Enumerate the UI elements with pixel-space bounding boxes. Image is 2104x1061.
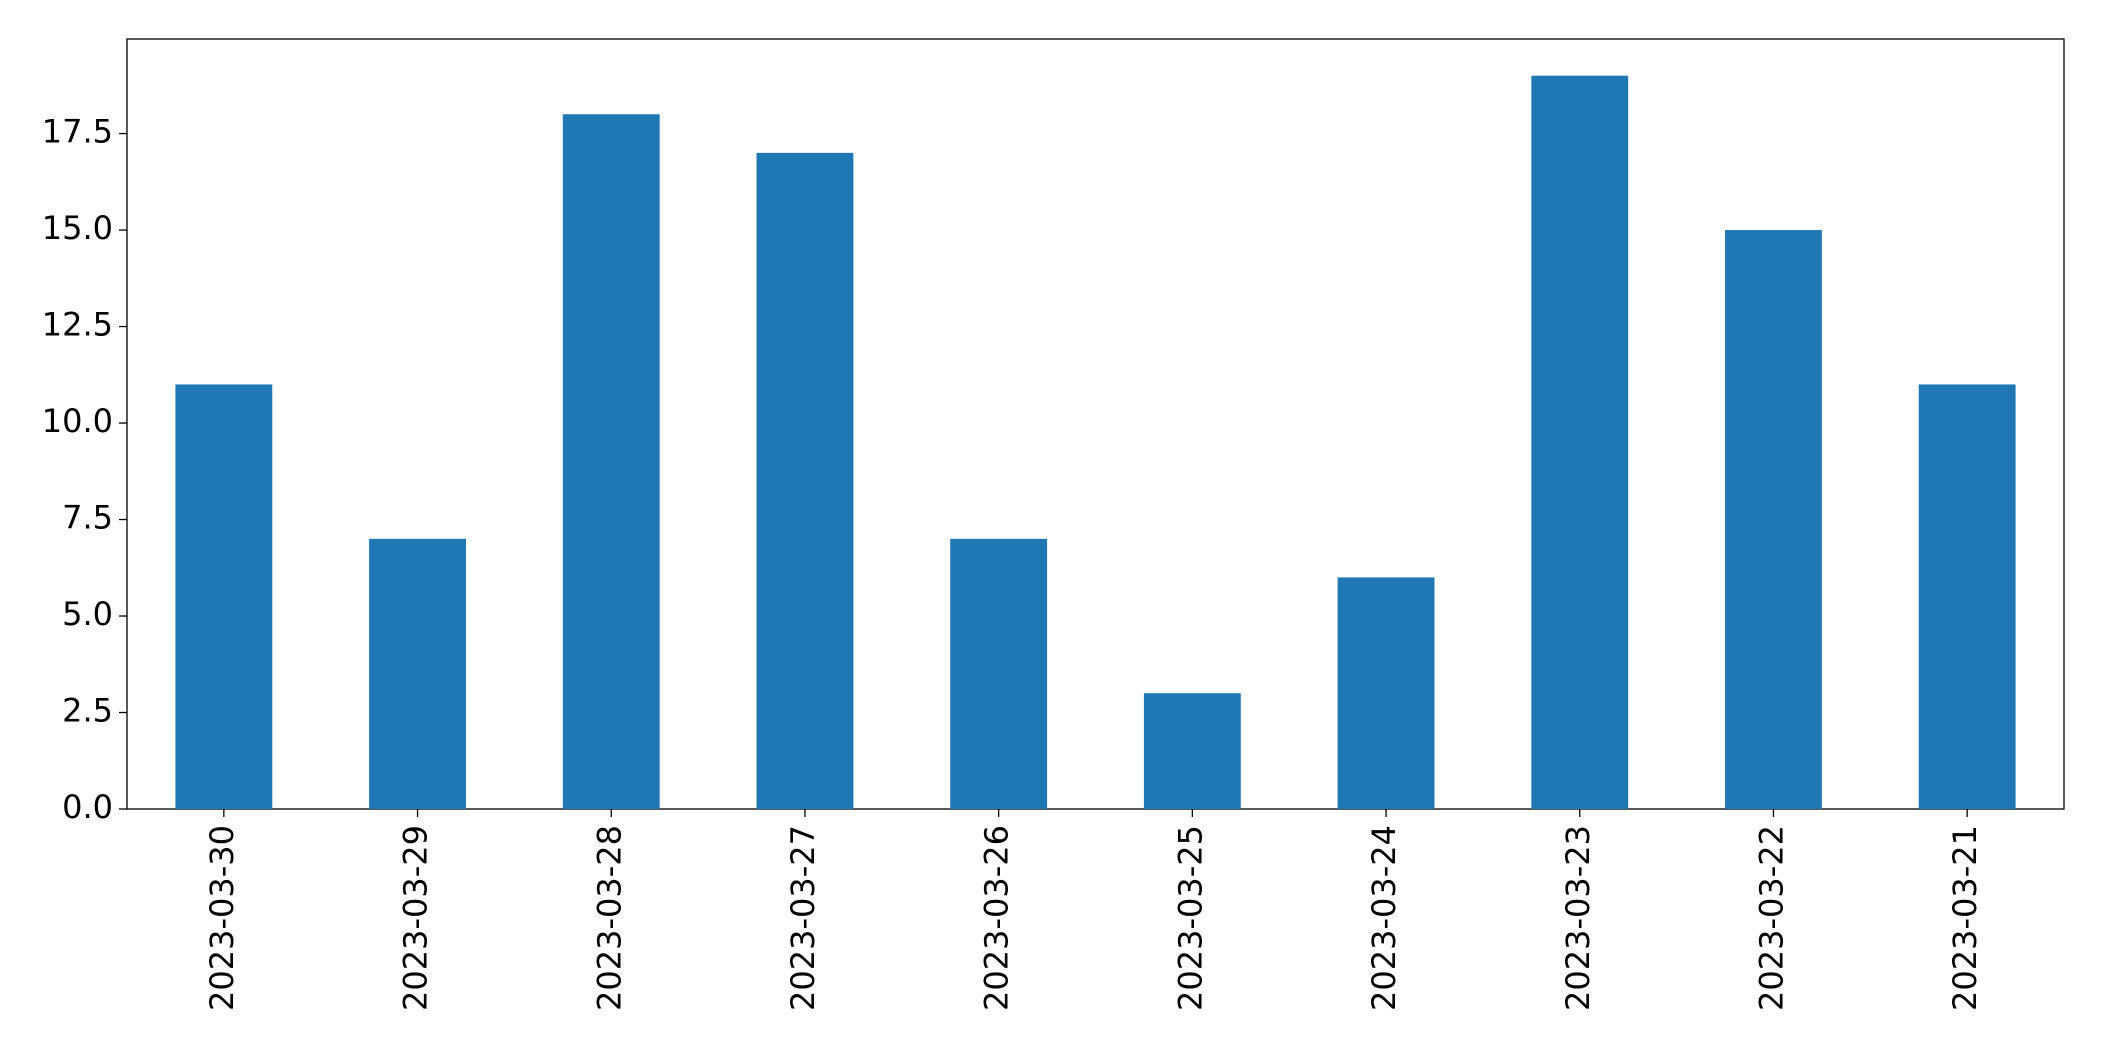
y-tick-label: 15.0 <box>42 209 113 247</box>
bar <box>1143 693 1241 809</box>
y-tick-label: 17.5 <box>42 113 113 151</box>
x-tick-label: 2023-03-22 <box>1752 825 1790 1011</box>
y-tick-label: 2.5 <box>62 692 113 730</box>
bar <box>562 114 660 809</box>
x-tick-label: 2023-03-24 <box>1365 825 1403 1011</box>
bar <box>1531 75 1629 809</box>
x-tick-label: 2023-03-21 <box>1946 825 1984 1011</box>
y-tick-label: 0.0 <box>62 788 113 826</box>
bar <box>369 538 466 809</box>
x-tick-label: 2023-03-28 <box>590 825 628 1011</box>
x-tick-label: 2023-03-25 <box>1171 825 1209 1011</box>
y-tick-label: 5.0 <box>62 595 113 633</box>
x-tick-label: 2023-03-29 <box>397 825 435 1011</box>
bar <box>756 152 854 810</box>
y-tick-label: 7.5 <box>62 499 113 537</box>
bar <box>1337 577 1435 809</box>
y-tick-label: 12.5 <box>42 306 113 344</box>
plot-frame <box>126 38 2065 810</box>
x-tick-label: 2023-03-26 <box>978 825 1016 1011</box>
bar <box>1725 230 1822 810</box>
y-tick-label: 10.0 <box>42 402 113 440</box>
bar <box>175 384 273 809</box>
x-tick-label: 2023-03-30 <box>203 825 241 1011</box>
bar <box>950 538 1048 809</box>
bar <box>1918 384 2016 809</box>
x-tick-label: 2023-03-27 <box>784 825 822 1011</box>
x-tick-label: 2023-03-23 <box>1559 825 1597 1011</box>
